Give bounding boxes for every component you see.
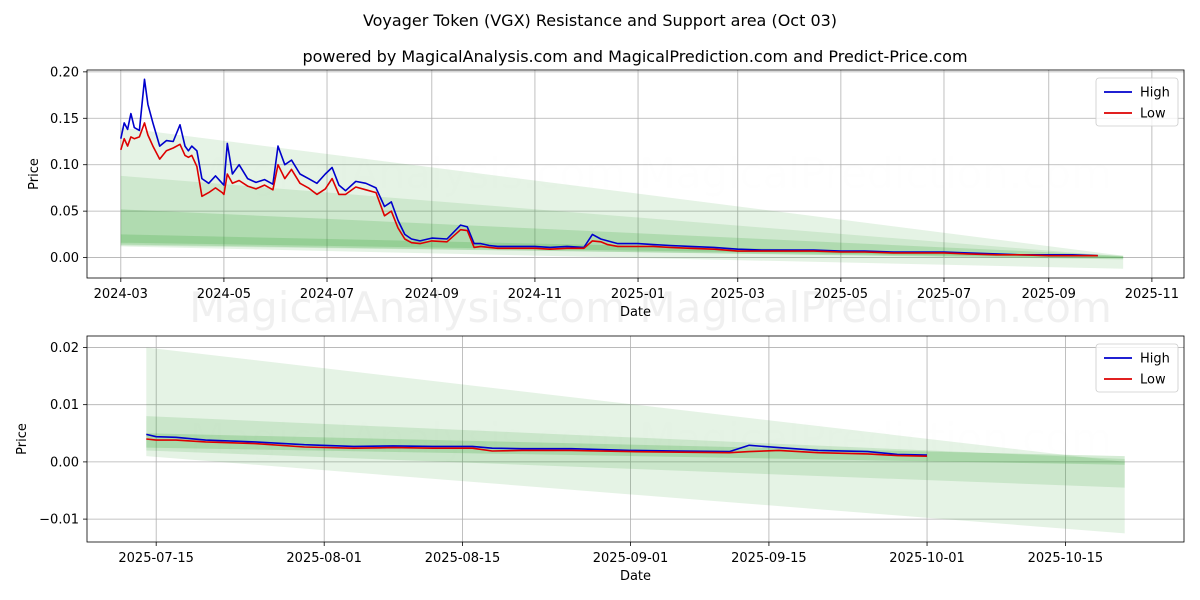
x-tick-label: 2025-07-15	[118, 551, 194, 566]
legend-label-low: Low	[1140, 373, 1166, 388]
support-resistance-band	[120, 209, 1124, 260]
x-tick-label: 2025-10-15	[1028, 551, 1104, 566]
top-chart-title: powered by MagicalAnalysis.com and Magic…	[302, 47, 967, 66]
support-resistance-band	[120, 175, 1124, 259]
legend-box	[1095, 77, 1179, 127]
x-tick-label: 2025-10-01	[889, 551, 965, 566]
x-tick-label: 2024-09	[405, 287, 459, 302]
axes-frame	[86, 69, 1185, 279]
chart-suptitle: Voyager Token (VGX) Resistance and Suppo…	[363, 11, 837, 30]
watermark-text-lower: MagicalAnalysis.com MagicalPrediction.co…	[189, 283, 1112, 332]
x-tick-label: 2025-09-15	[731, 551, 807, 566]
x-tick-label: 2025-08-01	[286, 551, 362, 566]
y-tick-label: 0.00	[50, 251, 79, 266]
axes-frame	[86, 335, 1185, 543]
legend: High Low	[1095, 343, 1179, 393]
legend-box	[1095, 343, 1179, 393]
x-tick-label: 2025-09-01	[593, 551, 669, 566]
x-axis-label: Date	[620, 305, 651, 320]
y-tick-label: 0.02	[50, 341, 79, 356]
x-tick-label: 2024-11	[508, 287, 562, 302]
top-chart-panel: MagicalAnalysis.com MagicalPrediction.co…	[27, 65, 1185, 332]
y-axis-label: Price	[15, 423, 30, 455]
series-group	[146, 433, 928, 457]
y-tick-label: 0.05	[50, 205, 79, 220]
x-axis-label: Date	[620, 569, 651, 584]
x-tick-label: 2025-07	[917, 287, 971, 302]
series-line-low	[146, 438, 928, 457]
watermark-text: MagicalAnalysis.com MagicalPrediction.co…	[189, 149, 1112, 198]
legend-label-high: High	[1140, 86, 1170, 101]
x-tick-label: 2024-03	[94, 287, 148, 302]
x-tick-label: 2025-05	[814, 287, 868, 302]
x-tick-label: 2025-11	[1125, 287, 1179, 302]
x-tick-label: 2025-03	[711, 287, 765, 302]
y-tick-label: −0.01	[39, 513, 79, 528]
y-tick-label: 0.01	[50, 398, 79, 413]
y-tick-label: 0.20	[50, 65, 79, 80]
series-line-high	[146, 433, 928, 456]
support-resistance-band	[146, 347, 1125, 534]
series-line-high	[120, 78, 1098, 257]
series-line-low	[120, 122, 1098, 257]
y-tick-label: 0.10	[50, 158, 79, 173]
support-resistance-band	[146, 433, 1125, 465]
x-tick-label: 2025-01	[611, 287, 665, 302]
legend-label-low: Low	[1140, 107, 1166, 122]
x-tick-label: 2025-08-15	[425, 551, 501, 566]
legend-label-high: High	[1140, 352, 1170, 367]
x-tick-label: 2024-07	[300, 287, 354, 302]
y-tick-label: 0.15	[50, 112, 79, 127]
series-group	[120, 78, 1098, 257]
bottom-chart-panel: MagicalAnalysis.com MagicalPrediction.co…	[15, 335, 1185, 584]
y-axis-label: Price	[27, 158, 42, 190]
watermark-text: MagicalAnalysis.com MagicalPrediction.co…	[189, 414, 1112, 463]
legend: High Low	[1095, 77, 1179, 127]
x-tick-label: 2024-05	[197, 287, 251, 302]
x-tick-label: 2025-09	[1022, 287, 1076, 302]
support-resistance-band	[120, 127, 1124, 269]
y-tick-label: 0.00	[50, 455, 79, 470]
